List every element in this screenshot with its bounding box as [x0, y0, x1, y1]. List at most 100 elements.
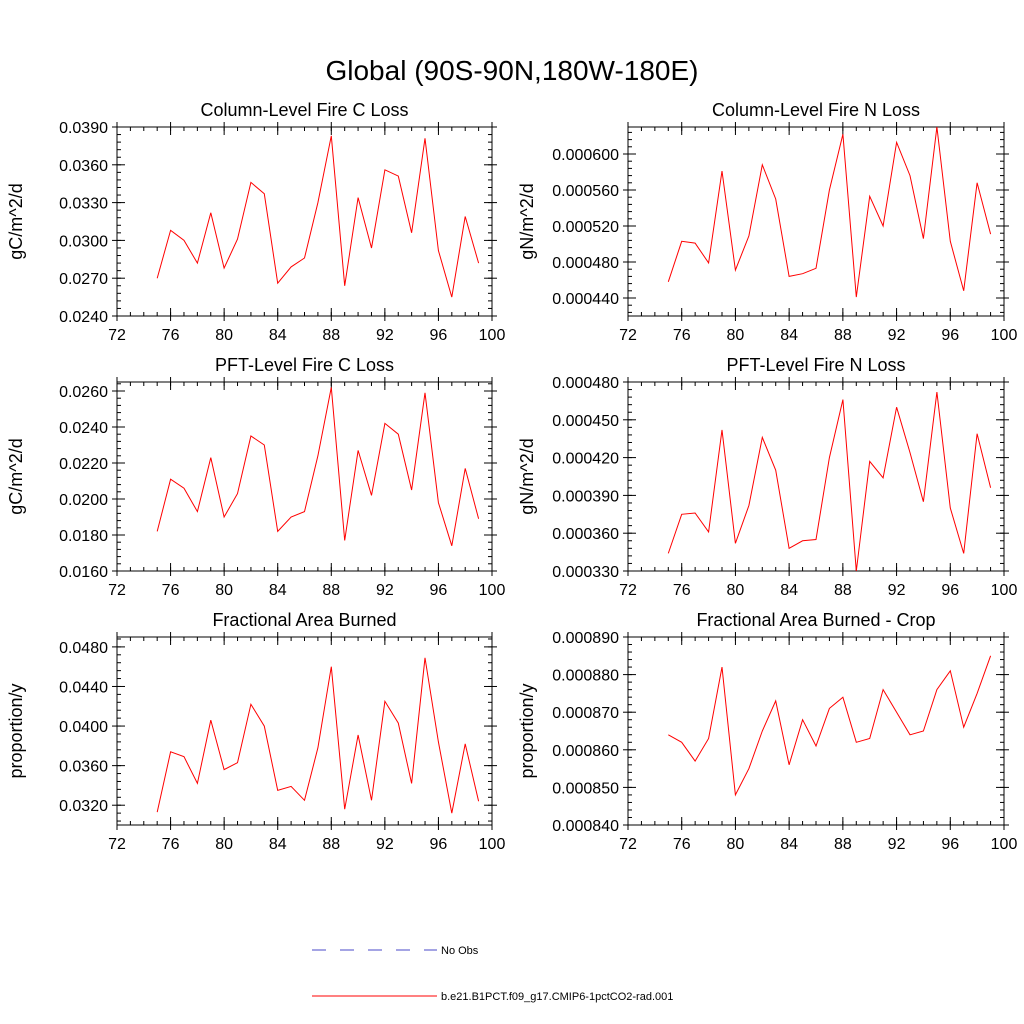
panel-title: PFT-Level Fire C Loss [215, 355, 394, 375]
x-tick-label: 100 [991, 327, 1018, 344]
y-tick-label: 0.000390 [552, 488, 619, 505]
y-tick-label: 0.0180 [59, 528, 108, 545]
x-tick-label: 76 [162, 836, 180, 853]
y-tick-label: 0.000480 [552, 375, 619, 392]
panel-title: Fractional Area Burned [212, 610, 396, 630]
series-line [156, 135, 480, 298]
y-axis-label: gN/m^2/d [517, 438, 537, 514]
x-tick-label: 92 [888, 836, 906, 853]
x-tick-label: 80 [215, 836, 233, 853]
y-tick-label: 0.000860 [552, 743, 619, 760]
y-tick-label: 0.0240 [59, 309, 108, 326]
panel-title: Column-Level Fire N Loss [712, 100, 920, 120]
y-tick-label: 0.0360 [59, 759, 108, 776]
x-tick-label: 96 [941, 327, 959, 344]
x-tick-label: 88 [834, 327, 852, 344]
plot-frame [116, 381, 493, 572]
y-tick-label: 0.0330 [59, 196, 108, 213]
x-tick-label: 76 [162, 582, 180, 599]
x-tick-label: 92 [376, 327, 394, 344]
chart-panel: 72 76 80 84 88 92 96 100 0.0320 0.0360 0.0400 0.044… [6, 610, 505, 853]
x-tick-label: 72 [108, 327, 126, 344]
series-line [667, 392, 992, 572]
panel-title: Fractional Area Burned - Crop [696, 610, 935, 630]
y-tick-label: 0.000890 [552, 630, 619, 647]
y-tick-label: 0.0300 [59, 233, 108, 250]
y-tick-label: 0.000600 [552, 147, 619, 164]
y-tick-label: 0.0440 [59, 679, 108, 696]
y-tick-label: 0.000560 [552, 183, 619, 200]
y-tick-label: 0.0200 [59, 492, 108, 509]
legend-label-model-run: b.e21.B1PCT.f09_g17.CMIP6-1pctCO2-rad.00… [441, 991, 673, 1003]
x-tick-label: 100 [479, 836, 506, 853]
plot-frame [627, 381, 1005, 572]
x-tick-label: 84 [269, 582, 287, 599]
x-tick-label: 92 [376, 836, 394, 853]
x-tick-label: 76 [673, 836, 691, 853]
y-tick-label: 0.0260 [59, 384, 108, 401]
x-tick-label: 72 [619, 327, 637, 344]
x-tick-label: 92 [376, 582, 394, 599]
plot-frame [116, 636, 493, 826]
x-tick-label: 96 [941, 836, 959, 853]
x-tick-label: 76 [162, 327, 180, 344]
x-tick-label: 96 [430, 327, 448, 344]
y-tick-label: 0.0390 [59, 120, 108, 137]
chart-panel: 72 76 80 84 88 92 96 100 0.000330 0.000360 0.00039… [517, 355, 1017, 599]
x-tick-label: 80 [727, 327, 745, 344]
series-line [156, 387, 480, 546]
x-tick-label: 72 [619, 582, 637, 599]
panel-title: PFT-Level Fire N Loss [726, 355, 905, 375]
legend-label-no-obs: No Obs [441, 945, 479, 957]
y-tick-label: 0.000360 [552, 526, 619, 543]
figure-title: Global (90S-90N,180W-180E) [325, 55, 698, 86]
y-tick-label: 0.0480 [59, 640, 108, 657]
y-tick-label: 0.000420 [552, 451, 619, 468]
y-tick-label: 0.000450 [552, 413, 619, 430]
series-line [156, 657, 480, 814]
legend: No Obs b.e21.B1PCT.f09_g17.CMIP6-1pctCO2… [312, 945, 673, 1003]
y-tick-label: 0.000870 [552, 705, 619, 722]
series-line [667, 126, 992, 298]
x-tick-label: 100 [479, 582, 506, 599]
x-tick-label: 80 [727, 836, 745, 853]
chart-panel: 72 76 80 84 88 92 96 100 0.0240 0.0270 0.0300 0.033… [6, 100, 505, 344]
x-tick-label: 100 [991, 836, 1018, 853]
x-tick-label: 96 [430, 582, 448, 599]
x-tick-label: 92 [888, 582, 906, 599]
x-tick-label: 84 [780, 836, 798, 853]
y-tick-label: 0.000520 [552, 219, 619, 236]
chart-panel: 72 76 80 84 88 92 96 100 0.000840 0.000850 0.00086… [517, 610, 1017, 853]
x-tick-label: 88 [834, 582, 852, 599]
x-tick-label: 88 [322, 582, 340, 599]
y-tick-label: 0.0360 [59, 158, 108, 175]
x-tick-label: 88 [322, 836, 340, 853]
chart-panel: 72 76 80 84 88 92 96 100 0.000440 0.000480 0.00052… [517, 100, 1017, 344]
x-tick-label: 76 [673, 327, 691, 344]
plot-frame [116, 126, 493, 317]
x-tick-label: 84 [780, 327, 798, 344]
x-tick-label: 96 [430, 836, 448, 853]
y-tick-label: 0.0240 [59, 420, 108, 437]
y-axis-label: gC/m^2/d [6, 438, 26, 514]
x-tick-label: 72 [108, 836, 126, 853]
y-tick-label: 0.0320 [59, 798, 108, 815]
x-tick-label: 84 [780, 582, 798, 599]
x-tick-label: 80 [215, 582, 233, 599]
y-tick-label: 0.0160 [59, 564, 108, 581]
x-tick-label: 88 [322, 327, 340, 344]
x-tick-label: 88 [834, 836, 852, 853]
panels: 72 76 80 84 88 92 96 100 0.0240 0.0270 0.0300 0.033… [6, 100, 1017, 853]
y-tick-label: 0.000880 [552, 668, 619, 685]
y-tick-label: 0.000850 [552, 780, 619, 797]
x-tick-label: 84 [269, 836, 287, 853]
x-tick-label: 80 [727, 582, 745, 599]
series-line [668, 655, 992, 797]
x-tick-label: 80 [215, 327, 233, 344]
panel-title: Column-Level Fire C Loss [200, 100, 408, 120]
chart-panel: 72 76 80 84 88 92 96 100 0.0160 0.0180 0.0200 0.022… [6, 355, 505, 599]
y-tick-label: 0.0270 [59, 271, 108, 288]
x-tick-label: 92 [888, 327, 906, 344]
plot-frame [627, 636, 1005, 826]
